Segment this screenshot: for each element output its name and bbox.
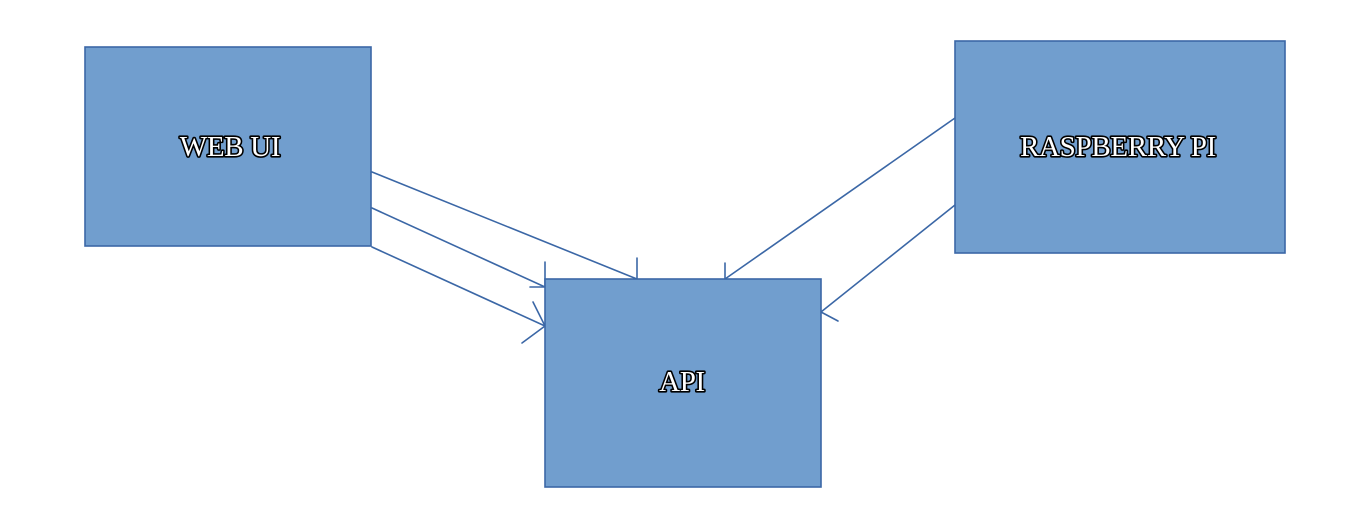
arrowhead xyxy=(521,325,546,344)
connectors xyxy=(371,117,956,344)
raspberry-pi-label: RASPBERRY PI xyxy=(1020,131,1216,163)
connector-webui-api-1 xyxy=(371,171,638,280)
arrowhead xyxy=(820,311,839,322)
api-label: API xyxy=(659,366,705,398)
connector-raspberrypi-api-1 xyxy=(724,117,956,280)
arrowhead xyxy=(532,301,546,327)
web-ui-box xyxy=(84,46,372,247)
api-box xyxy=(544,278,822,488)
node-web-ui: WEB UI xyxy=(84,46,372,247)
web-ui-label: WEB UI xyxy=(180,131,280,163)
connector-raspberrypi-api-2 xyxy=(820,204,956,322)
connector-webui-api-3 xyxy=(371,246,546,344)
node-api: API xyxy=(544,278,822,488)
node-raspberry-pi: RASPBERRY PI xyxy=(954,40,1286,254)
connector-webui-api-2 xyxy=(371,207,546,288)
raspberry-pi-box xyxy=(954,40,1286,254)
